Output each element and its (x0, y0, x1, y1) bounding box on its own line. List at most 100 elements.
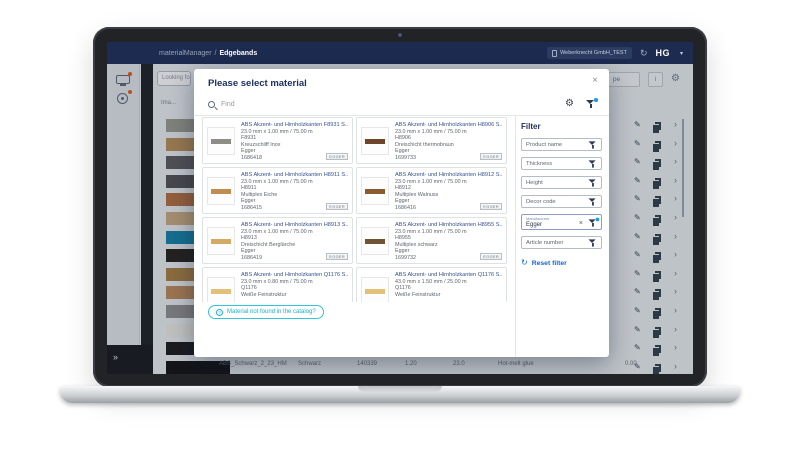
material-manufacturer: Egger (241, 248, 256, 255)
filter-active-dot (595, 217, 599, 221)
material-card[interactable]: ABS Akzent- und Hirnholzkanten Q1176 S..… (202, 267, 353, 302)
edit-icon[interactable]: ✎ (634, 268, 641, 278)
material-card[interactable]: ABS Akzent- und Hirnholzkanten H8911 S..… (202, 167, 353, 214)
filter-icon[interactable] (588, 238, 596, 246)
edit-icon[interactable]: ✎ (634, 157, 641, 167)
notification-dot (128, 72, 132, 76)
filter-field-decor-code[interactable]: Decor code (521, 195, 602, 208)
edit-icon[interactable]: ✎ (634, 361, 641, 371)
breadcrumb-section[interactable]: Edgebands (219, 49, 258, 57)
edit-icon[interactable]: ✎ (634, 194, 641, 204)
material-dimensions: 23.0 mm x 1.00 mm / 75.00 m (395, 128, 467, 135)
table-scrollbar[interactable] (682, 119, 684, 217)
material-title: ABS Akzent- und Hirnholzkanten Q1176 S.. (395, 271, 502, 278)
machine-icon[interactable] (116, 75, 130, 86)
info-button[interactable]: i (648, 72, 663, 87)
filter-icon[interactable] (588, 159, 596, 167)
material-card[interactable]: ABS Akzent- und Hirnholzkanten Q1176 S..… (356, 267, 507, 302)
material-code: H8955 (395, 235, 411, 242)
filter-field-height[interactable]: Height (521, 176, 602, 189)
filter-icon[interactable] (586, 98, 598, 108)
material-article: 1686416 (395, 204, 416, 211)
material-card[interactable]: ABS Akzent- und Hirnholzkanten F8931 S..… (202, 117, 353, 164)
table-settings-gear-icon[interactable]: ⚙ (671, 73, 680, 84)
row-expand-chevron[interactable]: › (674, 174, 677, 185)
edit-icon[interactable]: ✎ (634, 287, 641, 297)
material-not-found-button[interactable]: ? Material not found in the catalog? (208, 305, 324, 319)
material-card[interactable]: ABS Akzent- und Hirnholzkanten H8912 S..… (356, 167, 507, 214)
edit-icon[interactable]: ✎ (634, 231, 641, 241)
egger-logo: EGGER (480, 153, 502, 160)
edit-icon[interactable]: ✎ (634, 343, 641, 353)
company-logo[interactable]: HG (655, 48, 670, 58)
material-card[interactable]: ABS Akzent- und Hirnholzkanten H8906 S..… (356, 117, 507, 164)
material-card[interactable]: ABS Akzent- und Hirnholzkanten H8955 S..… (356, 217, 507, 264)
copy-icon[interactable] (652, 215, 661, 226)
edit-icon[interactable]: ✎ (634, 213, 641, 222)
material-code: H8912 (395, 185, 411, 192)
edit-icon[interactable]: ✎ (634, 250, 641, 260)
row-expand-chevron[interactable]: › (674, 360, 677, 371)
filter-icon[interactable] (588, 197, 596, 205)
row-expand-chevron[interactable]: › (674, 230, 677, 241)
row-expand-chevron[interactable]: › (674, 119, 677, 129)
row-expand-chevron[interactable]: › (674, 156, 677, 167)
material-card[interactable]: ABS Akzent- und Hirnholzkanten H8913 S..… (202, 217, 353, 264)
copy-icon[interactable] (652, 326, 661, 338)
chevron-down-icon[interactable]: ▾ (679, 50, 683, 57)
copy-icon[interactable] (652, 252, 661, 264)
row-expand-chevron[interactable]: › (674, 323, 677, 334)
material-list[interactable]: ABS Akzent- und Hirnholzkanten F8931 S..… (200, 117, 514, 302)
copy-icon[interactable] (652, 345, 661, 357)
copy-icon[interactable] (652, 270, 661, 282)
filter-field-thickness[interactable]: Thickness (521, 157, 602, 170)
row-expand-chevron[interactable]: › (674, 267, 677, 278)
row-expand-chevron[interactable]: › (674, 193, 677, 204)
close-icon[interactable]: × (592, 75, 598, 86)
copy-icon[interactable] (652, 233, 661, 245)
copy-icon[interactable] (652, 122, 661, 133)
filter-field-article-number[interactable]: Article number (521, 236, 602, 249)
edit-icon[interactable]: ✎ (634, 138, 641, 148)
edit-icon[interactable]: ✎ (634, 306, 641, 315)
reset-filter-button[interactable]: ↻ Reset filter (521, 259, 602, 267)
row-expand-chevron[interactable]: › (674, 305, 677, 315)
row-expand-chevron[interactable]: › (674, 137, 677, 148)
edit-icon[interactable]: ✎ (634, 120, 641, 129)
filter-field-product-name[interactable]: Product name (521, 138, 602, 151)
dialog-title: Please select material (208, 78, 307, 89)
material-title: ABS Akzent- und Hirnholzkanten Q1176 S.. (241, 271, 348, 278)
clear-filter-icon[interactable]: × (578, 219, 583, 227)
row-expand-chevron[interactable]: › (674, 249, 677, 260)
filter-icon[interactable] (588, 140, 596, 148)
edit-icon[interactable]: ✎ (634, 324, 641, 334)
laptop-base (60, 386, 740, 403)
edgeband-strip (211, 138, 231, 144)
breadcrumb-app[interactable]: materialManager (159, 49, 212, 57)
filter-field-manufacturer[interactable]: Manufacturer Egger × (521, 214, 602, 230)
edit-icon[interactable]: ✎ (634, 175, 641, 185)
row-expand-chevron[interactable]: › (674, 212, 677, 222)
filter-icon[interactable] (588, 217, 599, 227)
copy-icon[interactable] (652, 140, 661, 152)
copy-icon[interactable] (652, 308, 661, 319)
material-manufacturer: Egger (395, 248, 410, 255)
row-expand-chevron[interactable]: › (674, 342, 677, 353)
organization-badge[interactable]: Weberknecht GmbH_TEST (547, 47, 632, 59)
copy-icon[interactable] (652, 196, 661, 208)
table-search-input[interactable]: Looking fo (157, 71, 191, 86)
settings-gear-icon[interactable]: ⚙ (565, 98, 574, 109)
copy-icon[interactable] (652, 363, 661, 374)
sync-icon[interactable]: ↻ (639, 47, 648, 58)
select-material-dialog: Please select material × Find ⚙ A (194, 69, 609, 357)
expand-sidebar-button[interactable]: » (113, 352, 119, 362)
support-icon[interactable] (117, 93, 128, 104)
row-color-cell: Schwarz (298, 361, 322, 367)
search-input[interactable]: Find (221, 100, 235, 108)
table-row[interactable]: ✎ › (153, 360, 693, 374)
filter-icon[interactable] (588, 178, 596, 186)
row-expand-chevron[interactable]: › (674, 286, 677, 297)
copy-icon[interactable] (652, 159, 661, 171)
copy-icon[interactable] (652, 177, 661, 189)
copy-icon[interactable] (652, 289, 661, 301)
